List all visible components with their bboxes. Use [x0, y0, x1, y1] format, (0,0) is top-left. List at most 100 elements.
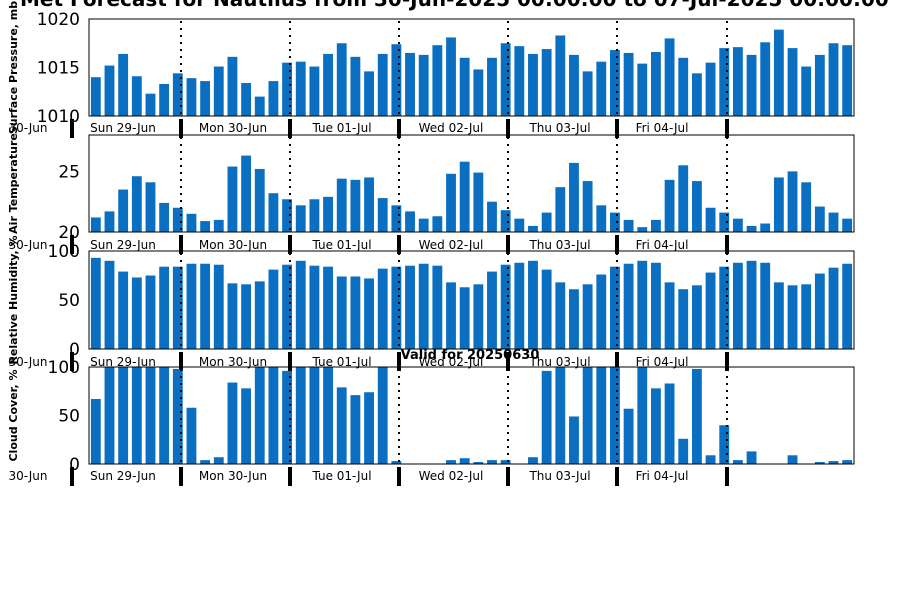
- bar: [159, 83, 170, 116]
- bar: [241, 284, 252, 349]
- bar: [295, 260, 306, 349]
- bar: [651, 262, 661, 349]
- bar: [569, 289, 579, 349]
- x-tick-label: Wed 02-Jul: [419, 469, 484, 483]
- x-tick-label: Fri 04-Jul: [636, 355, 689, 369]
- bar: [814, 54, 825, 116]
- bar: [336, 43, 347, 116]
- y-tick-label: 50: [58, 407, 80, 427]
- bar: [118, 271, 129, 349]
- x-tick-label: Thu 03-Jul: [528, 355, 590, 369]
- bar: [582, 284, 593, 349]
- x-tick-label: Mon 30-Jun: [199, 238, 267, 252]
- bar: [200, 263, 211, 349]
- bar: [596, 61, 607, 116]
- bar: [309, 367, 320, 464]
- bar: [104, 367, 115, 464]
- x-tick-label: Thu 03-Jul: [528, 469, 590, 483]
- bar: [541, 49, 552, 116]
- bar: [596, 205, 607, 232]
- bar: [104, 260, 115, 349]
- x-tick-label: Tue 01-Jul: [311, 238, 371, 252]
- x-tick-label: Sun 29-Jun: [90, 121, 156, 135]
- bar: [131, 176, 142, 232]
- bar: [541, 370, 552, 464]
- bar: [487, 57, 497, 116]
- bar: [719, 266, 730, 349]
- bar: [828, 267, 839, 349]
- bar: [773, 282, 784, 349]
- bar: [664, 282, 675, 349]
- bar: [446, 37, 456, 116]
- y-tick-label: 25: [58, 162, 80, 182]
- bar: [678, 57, 689, 116]
- x-tick-label: Tue 01-Jul: [311, 355, 371, 369]
- bar: [432, 216, 443, 232]
- bar: [773, 29, 784, 117]
- bar: [323, 196, 333, 232]
- bar: [651, 388, 661, 464]
- bar: [377, 367, 388, 464]
- y-axis-label: Surface Pressure, mb: [7, 1, 20, 134]
- bar: [159, 367, 170, 464]
- x-tick-label: Mon 30-Jun: [199, 469, 267, 483]
- y-axis-label: Cloud Cover, %: [7, 369, 20, 461]
- bar: [459, 57, 470, 116]
- x-tick-label: Thu 03-Jul: [528, 121, 590, 135]
- bar: [842, 218, 853, 232]
- bar: [528, 457, 538, 464]
- bar: [637, 63, 648, 116]
- bar: [323, 266, 333, 349]
- bar: [500, 460, 511, 464]
- y-tick-label: 1010: [37, 107, 80, 127]
- bar: [172, 73, 183, 116]
- bar: [514, 218, 525, 232]
- bar: [227, 382, 238, 464]
- y-axis-label: Relative Humidity, %: [7, 235, 20, 364]
- bar: [623, 263, 634, 349]
- bar: [842, 263, 853, 349]
- plot-frame: [88, 250, 855, 350]
- bar: [732, 47, 743, 116]
- bar: [418, 218, 429, 232]
- x-tick-label: Sun 29-Jun: [90, 469, 156, 483]
- bar: [350, 276, 361, 349]
- bar: [241, 388, 252, 464]
- bar: [528, 53, 538, 116]
- bar: [555, 367, 566, 464]
- bar: [200, 460, 211, 464]
- bar: [131, 367, 142, 464]
- bar: [200, 81, 211, 116]
- panel-surface-pressure-mb: 1010 1015 1020 30-Jun Sun 29-Jun Mon 30-Jun Tu…: [7, 1, 855, 138]
- bar: [90, 217, 101, 232]
- bar: [569, 162, 579, 232]
- chart-title: Met Forecast for Nautilus from 30-Jun-20…: [20, 0, 889, 11]
- x-tick-label: 30-Jun: [8, 355, 47, 369]
- bar: [664, 179, 675, 232]
- bar: [200, 221, 211, 232]
- bar: [555, 35, 566, 116]
- bar: [459, 161, 470, 232]
- bar: [432, 265, 443, 349]
- bar: [569, 416, 579, 464]
- bar: [118, 189, 129, 232]
- bar: [664, 383, 675, 464]
- bar: [118, 53, 129, 116]
- bar: [227, 166, 238, 232]
- panel-air-temperature: 20 25 30-Jun Sun 29-Jun Mon 30-Jun Tue 01-Jul…: [7, 133, 855, 254]
- y-tick-label: 1015: [37, 59, 80, 79]
- bar: [227, 56, 238, 116]
- bar: [610, 50, 620, 116]
- bar: [186, 78, 197, 116]
- bar: [377, 198, 388, 232]
- bar: [473, 284, 484, 349]
- bar: [241, 155, 252, 232]
- x-tick-label: Mon 30-Jun: [199, 355, 267, 369]
- x-tick-label: Wed 02-Jul: [419, 121, 484, 135]
- bar: [760, 262, 771, 349]
- bar: [828, 212, 839, 232]
- bar: [582, 367, 593, 464]
- bar: [678, 165, 689, 232]
